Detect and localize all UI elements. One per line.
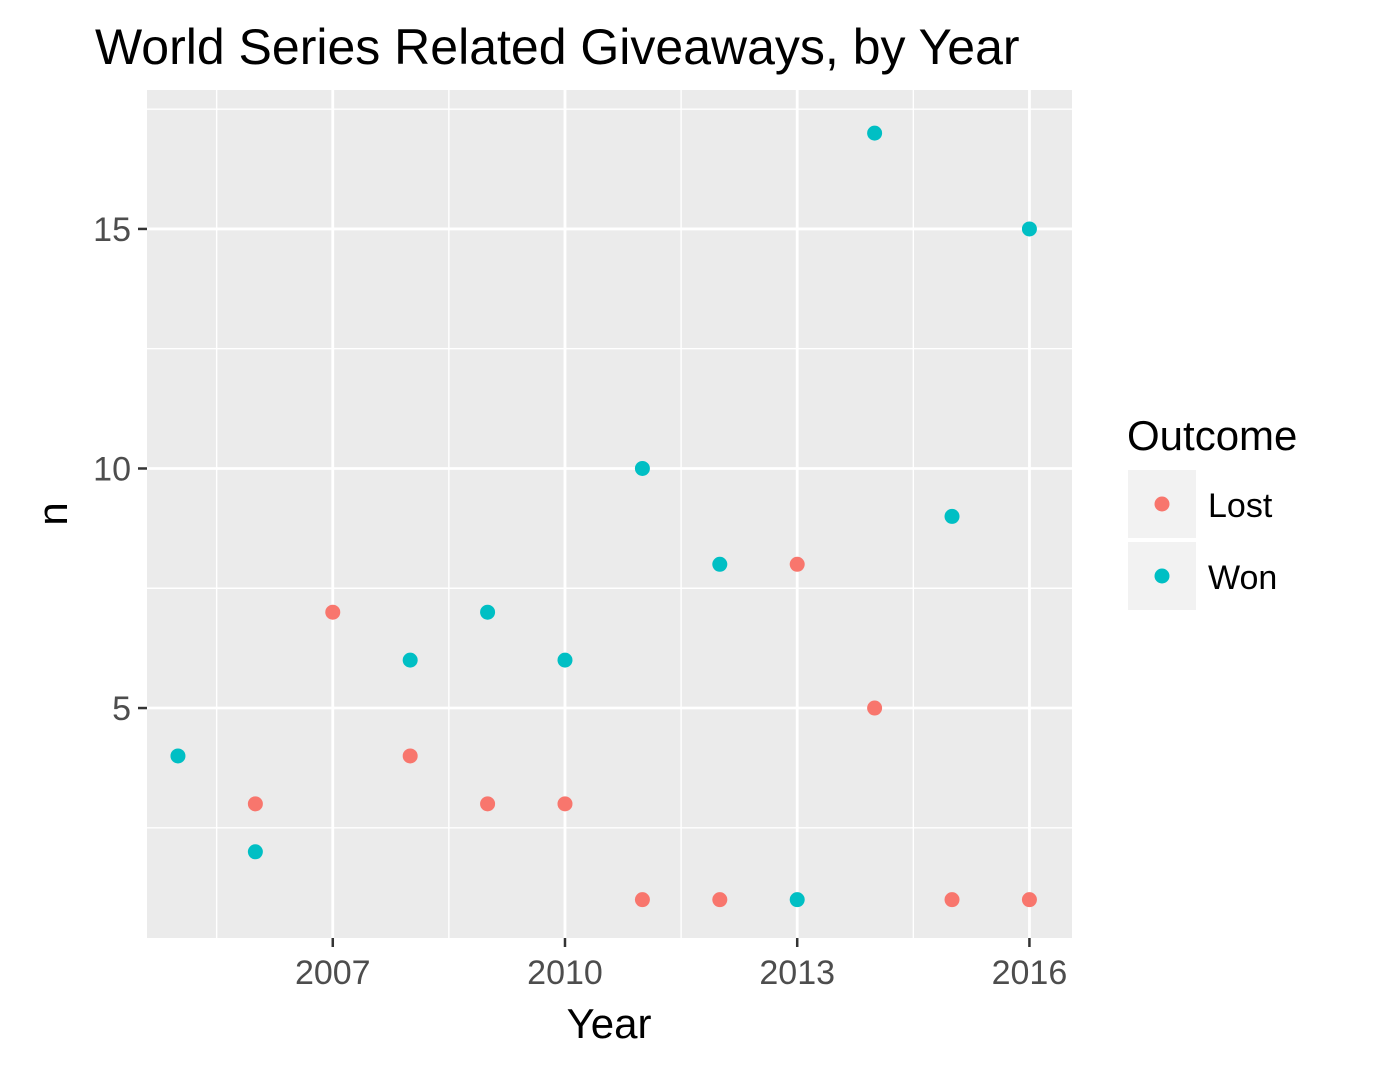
data-point-lost xyxy=(634,892,650,908)
data-point-lost xyxy=(325,604,341,620)
minor-gridlines xyxy=(147,90,1072,938)
data-point-lost xyxy=(480,796,496,812)
x-tick-label: 2007 xyxy=(295,954,371,992)
data-point-won xyxy=(634,460,650,476)
y-tick-label: 5 xyxy=(112,690,131,728)
data-point-won xyxy=(789,892,805,908)
data-point-lost xyxy=(789,556,805,572)
axis-ticks xyxy=(138,227,1031,947)
x-tick-label: 2013 xyxy=(759,954,835,992)
x-tick-label: 2010 xyxy=(527,954,603,992)
legend: Outcome Lost Won xyxy=(1127,412,1297,610)
legend-marker-won xyxy=(1154,568,1170,584)
data-point-won xyxy=(944,508,960,524)
data-point-won xyxy=(480,604,496,620)
data-point-won xyxy=(867,125,883,141)
y-tick-labels: 5 10 15 xyxy=(93,211,131,728)
x-tick-labels: 2007 2010 2013 2016 xyxy=(295,954,1067,992)
y-tick-label: 10 xyxy=(93,450,131,488)
data-point-won xyxy=(1021,221,1037,237)
y-tick-label: 15 xyxy=(93,211,131,249)
data-point-lost xyxy=(867,700,883,716)
data-point-lost xyxy=(402,748,418,764)
data-point-lost xyxy=(1021,892,1037,908)
plot-panel xyxy=(147,90,1072,938)
data-point-won xyxy=(170,748,186,764)
y-axis-title: n xyxy=(29,502,76,525)
data-point-won xyxy=(712,556,728,572)
x-axis-title: Year xyxy=(567,1000,652,1047)
data-point-won xyxy=(557,652,573,668)
legend-title: Outcome xyxy=(1127,412,1297,459)
legend-label-won: Won xyxy=(1208,559,1277,597)
data-point-lost xyxy=(944,892,960,908)
legend-marker-lost xyxy=(1154,496,1170,512)
legend-label-lost: Lost xyxy=(1208,487,1273,525)
data-point-lost xyxy=(557,796,573,812)
data-points xyxy=(170,125,1037,908)
x-tick-label: 2016 xyxy=(992,954,1068,992)
chart-title: World Series Related Giveaways, by Year xyxy=(95,19,1020,75)
data-point-won xyxy=(402,652,418,668)
data-point-lost xyxy=(712,892,728,908)
data-point-won xyxy=(247,844,263,860)
data-point-lost xyxy=(247,796,263,812)
legend-items: Lost Won xyxy=(1128,470,1277,610)
